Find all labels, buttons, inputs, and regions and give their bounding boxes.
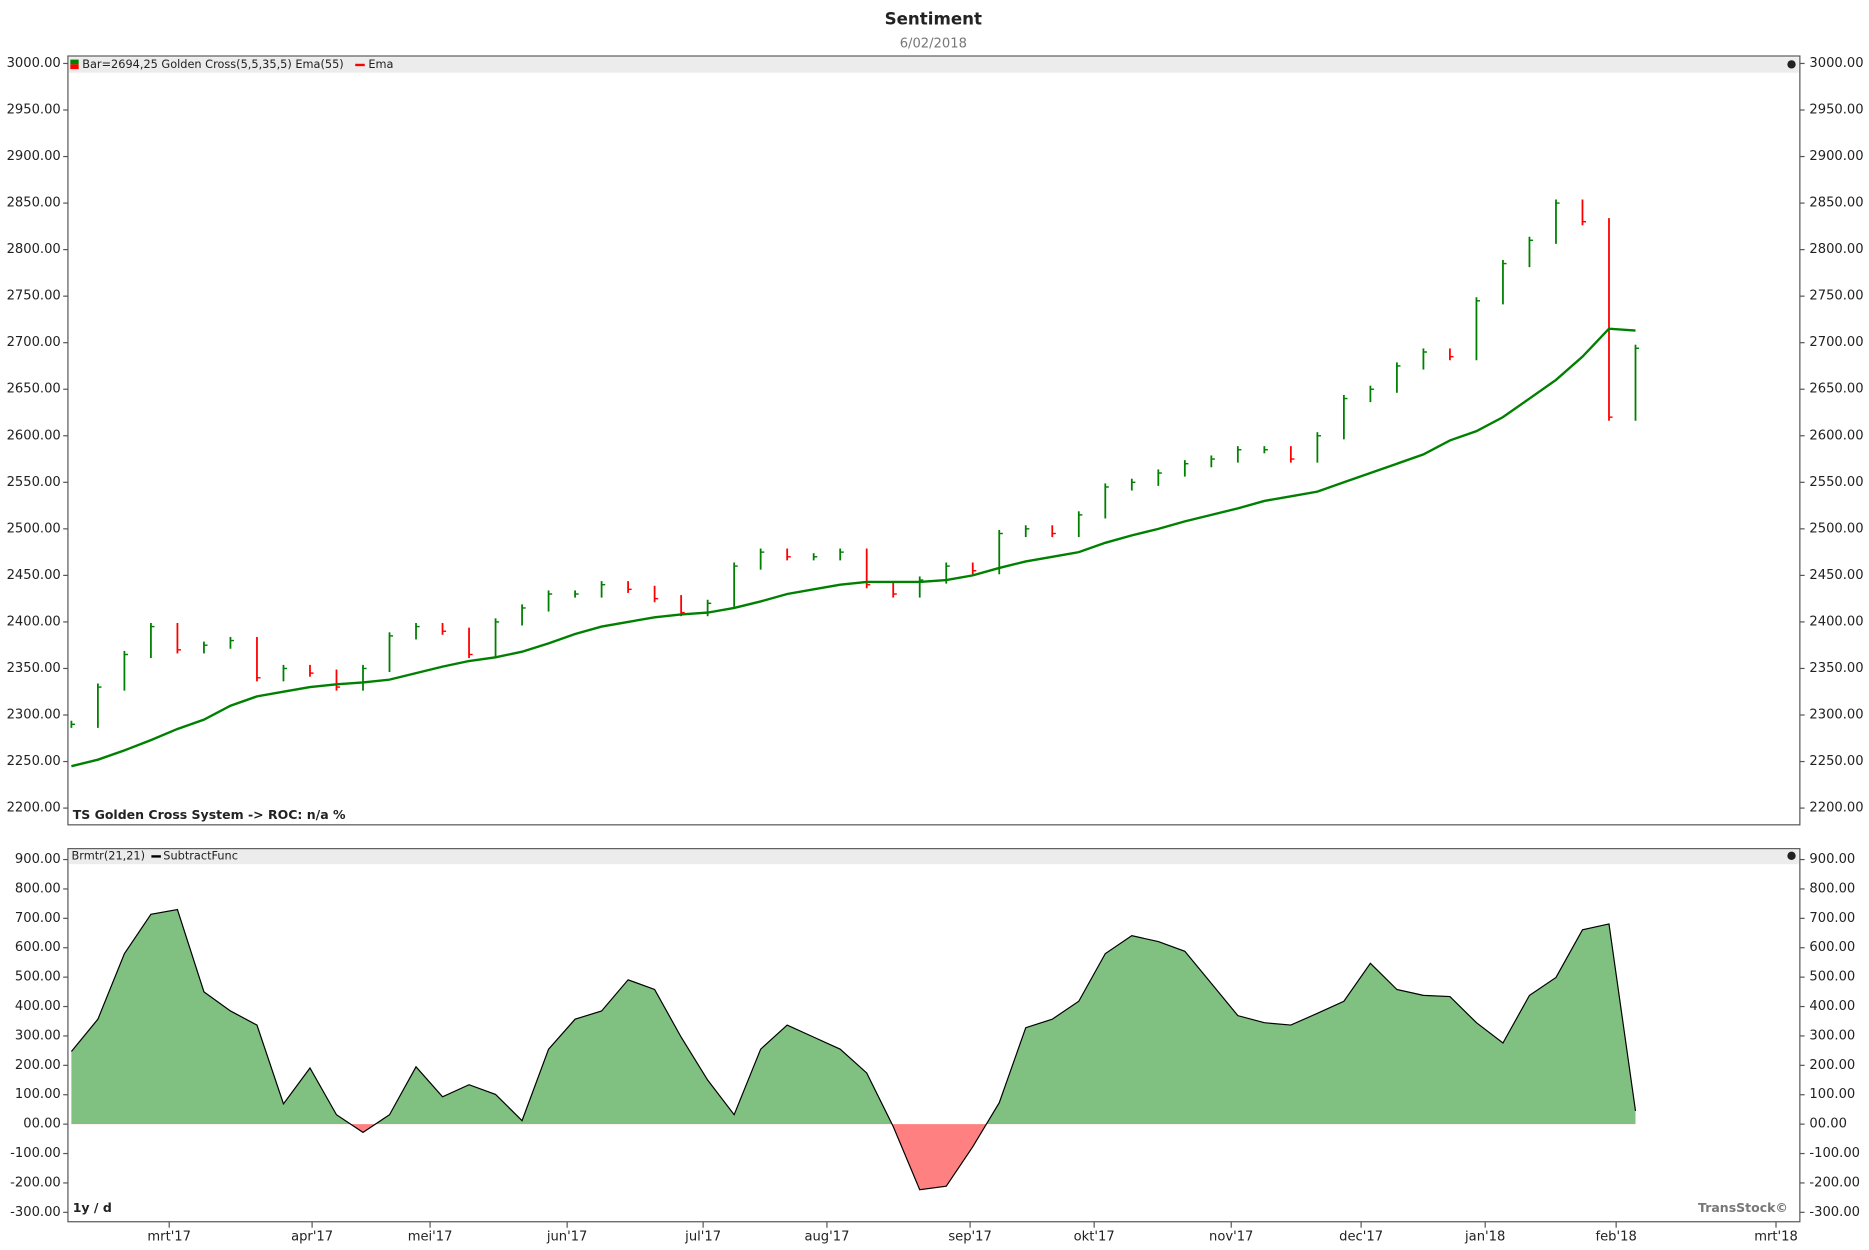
y-tick-label: 2750.00 [7, 289, 61, 304]
y-tick-label: 400.00 [15, 999, 61, 1014]
annotation: 1y / d [73, 1200, 112, 1215]
y-tick-label: 2350.00 [7, 661, 61, 676]
y-tick-label-right: 2900.00 [1809, 149, 1863, 164]
x-tick-label: okt'17 [1074, 1230, 1115, 1245]
y-tick-label-right: 2250.00 [1809, 754, 1863, 769]
y-tick-label-right: 800.00 [1809, 881, 1855, 896]
y-tick-label: 800.00 [15, 881, 61, 896]
ema-line [71, 327, 1636, 768]
y-tick-label-right: 2500.00 [1809, 521, 1863, 536]
y-tick-label-right: 2800.00 [1809, 242, 1863, 257]
y-tick-label: 2300.00 [7, 708, 61, 723]
y-tick-label: 300.00 [15, 1028, 61, 1043]
x-tick-label: sep'17 [948, 1230, 992, 1245]
price-panel [67, 55, 1801, 826]
y-tick-label-right: 2700.00 [1809, 335, 1863, 350]
y-tick-label-right: 300.00 [1809, 1028, 1855, 1043]
y-tick-label-right: 00.00 [1809, 1117, 1847, 1132]
x-tick-label: dec'17 [1339, 1230, 1383, 1245]
y-tick-label-right: -300.00 [1809, 1205, 1860, 1220]
y-tick-label-right: 200.00 [1809, 1058, 1855, 1073]
y-tick-label: -100.00 [10, 1146, 61, 1161]
y-tick-label-right: 500.00 [1809, 970, 1855, 985]
y-tick-label: 2400.00 [7, 614, 61, 629]
x-tick-label: nov'17 [1209, 1230, 1253, 1245]
y-tick-label: 2700.00 [7, 335, 61, 350]
y-tick-label: 2600.00 [7, 428, 61, 443]
y-tick-label: 700.00 [15, 911, 61, 926]
indicator-label: Brmtr(21,21) [72, 848, 146, 862]
y-tick-label-right: 2650.00 [1809, 382, 1863, 397]
y-tick-label: 2500.00 [7, 521, 61, 536]
y-tick-label: 2850.00 [7, 196, 61, 211]
y-tick-label: 2250.00 [7, 754, 61, 769]
y-tick-label: 2650.00 [7, 382, 61, 397]
y-tick-label: 2550.00 [7, 475, 61, 490]
line [70, 908, 1637, 1191]
y-tick-label: 100.00 [15, 1087, 61, 1102]
close-button[interactable] [1787, 60, 1796, 69]
x-tick-label: aug'17 [804, 1230, 849, 1245]
y-tick-label-right: 2300.00 [1809, 708, 1863, 723]
y-tick-label: 900.00 [15, 852, 61, 867]
x-tick-label: mei'17 [408, 1230, 453, 1245]
x-tick-label: jul'17 [684, 1230, 721, 1245]
y-tick-label-right: 2400.00 [1809, 614, 1863, 629]
x-tick-label: jan'18 [1464, 1230, 1505, 1245]
y-tick-label: 2200.00 [7, 801, 61, 816]
y-tick-label-right: 900.00 [1809, 852, 1855, 867]
y-tick-label: 2900.00 [7, 149, 61, 164]
x-tick-label: apr'17 [291, 1230, 333, 1245]
y-tick-label: 2800.00 [7, 242, 61, 257]
x-tick-label: mrt'17 [147, 1230, 191, 1245]
y-tick-label-right: 2200.00 [1809, 801, 1863, 816]
y-tick-label-right: -100.00 [1809, 1146, 1860, 1161]
legend-label: SubtractFunc [163, 848, 238, 862]
y-tick-label-right: 2600.00 [1809, 428, 1863, 443]
y-tick-label-right: 2350.00 [1809, 661, 1863, 676]
area [71, 909, 1636, 1190]
y-tick-label-right: 100.00 [1809, 1087, 1855, 1102]
annotation: TS Golden Cross System -> ROC: n/a % [73, 807, 346, 822]
y-tick-label: 2950.00 [7, 103, 61, 118]
x-tick-label: feb'18 [1596, 1230, 1637, 1245]
y-tick-label: 3000.00 [7, 56, 61, 71]
chart-subtitle: 6/02/2018 [900, 37, 967, 52]
y-tick-label: -300.00 [10, 1205, 61, 1220]
legend-label: Ema [368, 57, 393, 71]
y-tick-label-right: 600.00 [1809, 940, 1855, 955]
legend-label: Bar=2694,25 Golden Cross(5,5,35,5) Ema(5… [82, 57, 343, 71]
chart-title: Sentiment [885, 10, 982, 29]
x-tick-label: mrt'18 [1754, 1230, 1798, 1245]
y-tick-label: 200.00 [15, 1058, 61, 1073]
y-tick-label: 500.00 [15, 970, 61, 985]
y-tick-label-right: 2950.00 [1809, 103, 1863, 118]
y-tick-label-right: 2750.00 [1809, 289, 1863, 304]
y-tick-label-right: 2850.00 [1809, 196, 1863, 211]
y-tick-label: -200.00 [10, 1175, 61, 1190]
y-tick-label-right: 2450.00 [1809, 568, 1863, 583]
y-tick-label: 600.00 [15, 940, 61, 955]
y-tick-label-right: 2550.00 [1809, 475, 1863, 490]
y-tick-label-right: 3000.00 [1809, 56, 1863, 71]
y-tick-label-right: 700.00 [1809, 911, 1855, 926]
close-button[interactable] [1787, 851, 1796, 860]
y-tick-label-right: -200.00 [1809, 1175, 1860, 1190]
price-header [69, 57, 1799, 73]
y-tick-label-right: 400.00 [1809, 999, 1855, 1014]
watermark: TransStock© [1698, 1200, 1788, 1215]
x-tick-label: jun'17 [546, 1230, 588, 1245]
legend-swatch [70, 59, 79, 65]
legend-swatch [70, 64, 79, 70]
indicator-header [69, 849, 1799, 865]
y-tick-label: 2450.00 [7, 568, 61, 583]
y-tick-label: 00.00 [23, 1117, 61, 1132]
